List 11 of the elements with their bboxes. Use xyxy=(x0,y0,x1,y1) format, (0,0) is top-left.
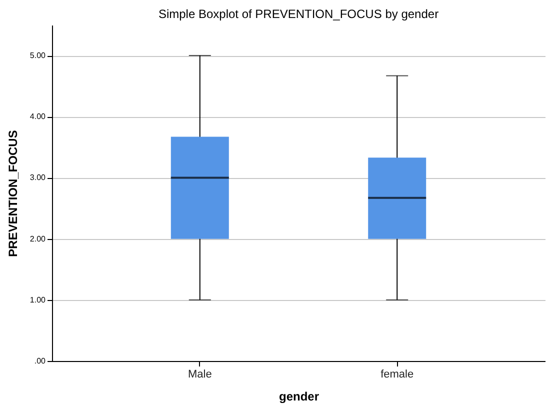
x-tick-label: Male xyxy=(188,368,212,380)
y-tick-label: 5.00 xyxy=(30,51,46,60)
y-tick-label: 4.00 xyxy=(30,112,46,122)
y-tick-label: .00 xyxy=(34,356,46,366)
chart-title: Simple Boxplot of PREVENTION_FOCUS by gender xyxy=(158,7,439,21)
y-tick-label: 3.00 xyxy=(30,173,46,182)
x-tick-label: female xyxy=(380,368,414,380)
x-axis-title: gender xyxy=(278,390,320,404)
y-tick-label: 2.00 xyxy=(30,234,46,244)
y-tick-label: 1.00 xyxy=(30,295,46,304)
y-axis-title: PREVENTION_FOCUS xyxy=(6,130,20,257)
